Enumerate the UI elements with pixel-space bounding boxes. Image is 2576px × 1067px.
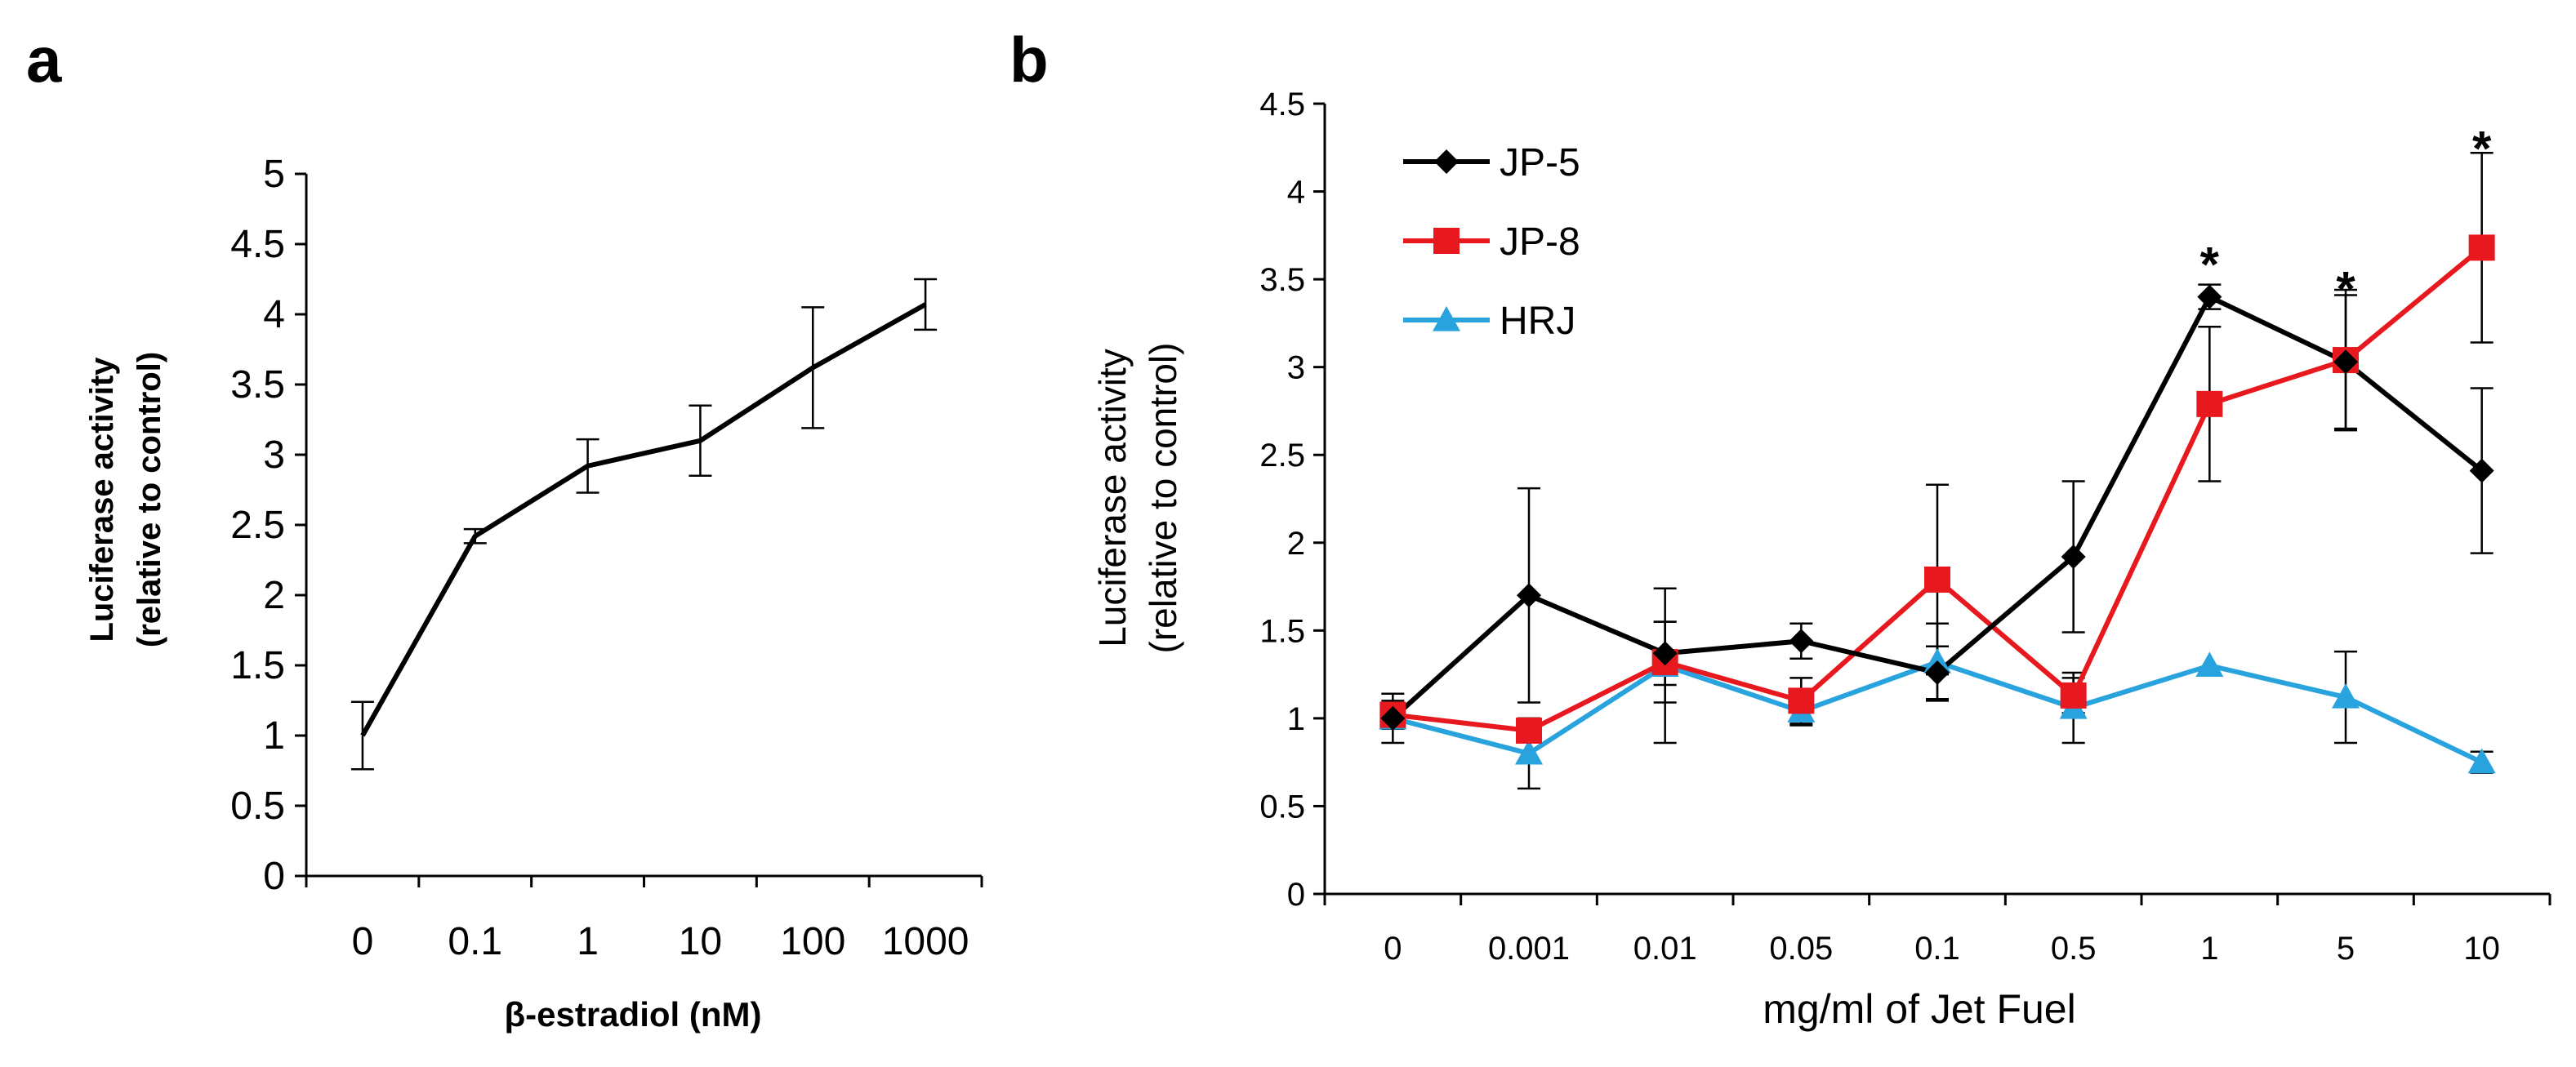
panel-a-series-line (360, 302, 927, 737)
panel-b-y-tick-label: 2.5 (1259, 438, 1305, 473)
panel-b-y-tick-label: 1.5 (1259, 613, 1305, 649)
panel-a-y-tick-label: 5 (263, 153, 285, 196)
panel-b-ylabel-line2: (relative to control) (1142, 343, 1184, 654)
legend-entry-jp-5: JP-5 (1403, 141, 1580, 185)
panel-b-x-tick-label: 0 (1384, 931, 1402, 967)
panel-b-point-hrj (2332, 683, 2360, 709)
panel-b-x-tick-label: 0.05 (1769, 931, 1833, 967)
panel-b-x-tick-label: 1 (2200, 931, 2218, 967)
chart-panel-b: Luciferase activity (relative to control… (1091, 87, 2551, 1032)
panel-b-point-jp-5 (1925, 660, 1950, 685)
panel-a-y-tick-label: 3.5 (230, 363, 285, 407)
panel-b-point-hrj (2195, 651, 2224, 677)
panel-a-y-tick-label: 4 (263, 293, 285, 336)
legend-label: JP-5 (1500, 141, 1580, 185)
panel-b-y-tick-label: 0 (1287, 877, 1305, 913)
legend-label: HRJ (1500, 300, 1575, 343)
panel-b-y-tick-label: 3 (1287, 350, 1305, 386)
panel-b-point-jp-8 (2060, 682, 2087, 709)
panel-b-point-jp-5 (1380, 705, 1406, 731)
panel-a-y-tick-label: 0.5 (230, 785, 285, 828)
chart-panel-a: Luciferase activity (relative to control… (84, 153, 983, 1034)
panel-b-plot-area: 0 0.5 1 1.5 2 2.5 3 3.5 4 4.5 0 0.001 0.01 0.05 0.1 0.5… (1259, 87, 2551, 967)
panel-a-x-tick-label: 1000 (882, 920, 969, 963)
panel-a-x-tick-label: 10 (679, 920, 722, 963)
panel-a-ylabel-line1: Luciferase activity (84, 357, 120, 642)
panel-a-x-tick-label: 0.1 (448, 920, 502, 963)
legend-marker (1433, 306, 1460, 331)
panel-b-point-jp-5 (2061, 544, 2086, 569)
panel-a-plot-area: 0 0.5 1 1.5 2 2.5 3 3.5 4 4.5 5 0 0.1 1 10 100 1000 (230, 153, 983, 963)
significance-star: * (2336, 261, 2355, 316)
panel-a-y-tick-label: 2 (263, 574, 285, 617)
panel-a-error-bar (689, 404, 712, 478)
panel-a-y-tick-label: 1 (263, 714, 285, 758)
panel-b-y-tick-label: 1 (1287, 701, 1305, 737)
panel-b-point-hrj (1515, 739, 1543, 765)
legend-marker (1434, 149, 1459, 174)
panel-b-x-tick-label: 5 (2337, 931, 2355, 967)
panel-b-point-jp-8 (1924, 566, 1950, 593)
panel-b-point-jp-5 (2197, 284, 2222, 309)
panel-a-y-tick-label: 4.5 (230, 223, 285, 266)
panel-b-point-jp-5 (2333, 349, 2358, 375)
panel-b-point-jp-5 (2469, 458, 2494, 483)
panel-b-x-tick-label: 0.5 (2051, 931, 2097, 967)
panel-b-point-jp-8 (2468, 234, 2495, 261)
panel-a-y-tick-label: 0 (263, 855, 285, 898)
panel-a-letter: a (26, 24, 62, 96)
panel-a-y-tick-label: 2.5 (230, 504, 285, 547)
panel-b-point-hrj (2467, 748, 2496, 774)
panel-b-letter: b (1009, 24, 1049, 96)
panel-b-point-jp-5 (1517, 583, 1541, 608)
panel-b-x-tick-label: 10 (2463, 931, 2500, 967)
panel-b-point-jp-8 (1788, 687, 1815, 714)
panel-a-error-bar (801, 306, 825, 429)
panel-a-y-tick-label: 1.5 (230, 644, 285, 687)
panel-b-y-tick-label: 4.5 (1259, 87, 1305, 122)
panel-b-point-jp-5 (1789, 629, 1814, 654)
panel-b-xlabel: mg/ml of Jet Fuel (1763, 986, 2075, 1032)
significance-star: * (2472, 121, 2492, 176)
panel-a-x-tick-label: 100 (780, 920, 845, 963)
panel-a-xlabel: β-estradiol (nM) (505, 995, 762, 1034)
panel-a-error-bar (463, 527, 487, 545)
significance-star: * (2200, 237, 2220, 291)
panel-a-error-bar (576, 438, 599, 494)
legend-entry-jp-8: JP-8 (1403, 220, 1580, 264)
panel-b-y-tick-label: 0.5 (1259, 789, 1305, 825)
legend-label: JP-8 (1500, 220, 1580, 264)
legend-entry-hrj: HRJ (1403, 300, 1575, 343)
panel-b-x-tick-label: 0.01 (1633, 931, 1697, 967)
panel-a-error-bar (350, 700, 374, 771)
panel-a-y-tick-label: 3 (263, 433, 285, 477)
panel-b-y-tick-label: 2 (1287, 526, 1305, 562)
panel-a-ylabel-line2: (relative to control) (131, 352, 167, 647)
panel-b-y-tick-label: 3.5 (1259, 262, 1305, 298)
panel-b-x-tick-label: 0.1 (1914, 931, 1960, 967)
panel-b-y-tick-label: 4 (1287, 175, 1305, 211)
panel-b-point-jp-8 (2196, 390, 2223, 417)
panel-b-x-tick-label: 0.001 (1488, 931, 1570, 967)
panel-b-ylabel-line1: Luciferase activity (1091, 349, 1134, 647)
legend-marker (1433, 228, 1460, 254)
panel-a-x-tick-label: 0 (352, 920, 374, 963)
panel-b-point-jp-8 (1516, 717, 1542, 744)
panel-a-error-bar (914, 278, 938, 331)
panel-b-point-jp-5 (1652, 641, 1678, 666)
panel-a-x-tick-label: 1 (577, 920, 599, 963)
